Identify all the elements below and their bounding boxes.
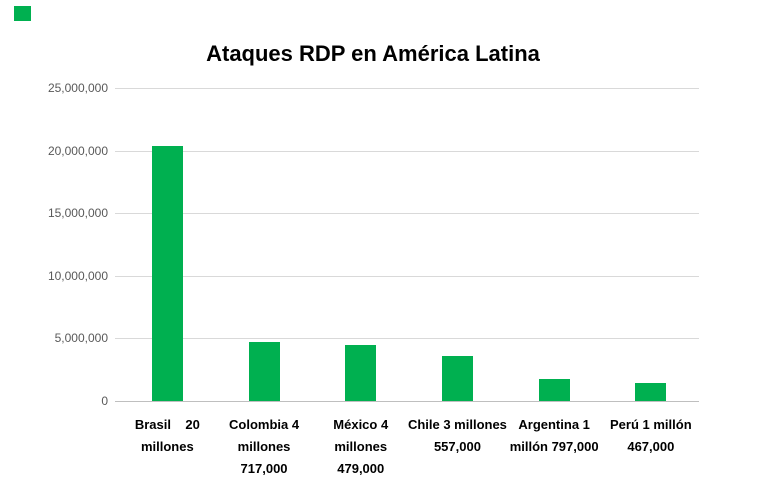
x-axis-category-label-brasil: Brasil 20 millones	[100, 414, 234, 458]
category-label-line: millón 797,000	[509, 439, 599, 454]
x-axis-category-label-colombia: Colombia 4 millones 717,000	[197, 414, 331, 480]
category-label-line: Colombia 4	[229, 417, 300, 432]
category-label-line: Argentina 1	[518, 417, 590, 432]
category-label-line: 557,000	[433, 439, 481, 454]
x-axis-category-label-argentina: Argentina 1 millón 797,000	[487, 414, 621, 458]
category-label-line: millones	[140, 439, 194, 454]
gridline	[115, 338, 699, 340]
gridline	[115, 150, 699, 152]
category-label-line: Perú 1 millón	[610, 417, 692, 432]
bar-mexico	[345, 344, 377, 401]
y-axis-tick-label: 20,000,000	[47, 143, 108, 158]
bar-brasil	[151, 146, 183, 401]
green-square-mark	[14, 6, 31, 21]
y-axis-tick-label: 10,000,000	[47, 268, 108, 283]
category-label-line: Chile 3 millones	[407, 417, 507, 432]
bar-peru	[635, 382, 667, 401]
bar-chile	[441, 356, 473, 401]
category-label-line: 717,000	[240, 461, 288, 476]
x-axis-category-label-mexico: México 4 millones 479,000	[294, 414, 428, 480]
category-label-line: Brasil 20	[134, 417, 200, 432]
category-label-line: México 4	[333, 417, 389, 432]
gridline	[115, 88, 699, 89]
category-label-line: millones	[237, 439, 291, 454]
y-axis-tick-label: 0	[101, 394, 108, 408]
category-label-line: millones	[334, 439, 388, 454]
y-axis-tick-label: 5,000,000	[54, 331, 108, 346]
chart-title: Ataques RDP en América Latina	[206, 41, 540, 66]
category-label-line: 479,000	[337, 461, 385, 476]
y-axis-tick-label: 25,000,000	[47, 81, 108, 95]
bar-argentina	[538, 378, 570, 401]
category-label-line: 467,000	[627, 439, 675, 454]
x-axis-category-label-chile: Chile 3 millones 557,000	[390, 414, 524, 458]
x-axis-category-label-peru: Perú 1 millón 467,000	[584, 414, 718, 458]
gridline	[115, 275, 699, 277]
x-axis-line	[115, 401, 699, 402]
bar-colombia	[248, 341, 280, 401]
y-axis-tick-label: 15,000,000	[47, 206, 108, 221]
gridline	[115, 213, 699, 215]
